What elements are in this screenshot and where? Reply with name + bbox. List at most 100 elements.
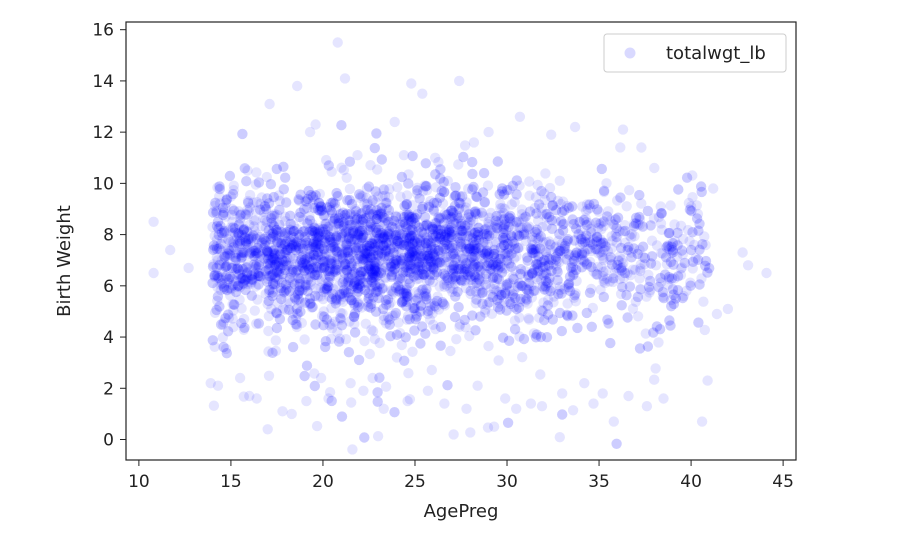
data-point <box>413 265 424 276</box>
data-point <box>297 262 308 273</box>
data-point <box>347 226 359 237</box>
data-point <box>435 340 446 351</box>
data-point <box>533 233 545 244</box>
data-point <box>334 224 345 235</box>
data-point <box>495 203 506 214</box>
data-point <box>692 208 704 220</box>
data-point <box>417 321 428 332</box>
data-point <box>311 266 323 278</box>
data-point <box>326 166 337 177</box>
data-point <box>237 247 249 258</box>
data-point <box>374 208 386 220</box>
data-point <box>210 270 221 281</box>
data-point <box>506 230 517 241</box>
data-point <box>547 223 558 235</box>
data-point <box>415 239 426 251</box>
data-point <box>338 219 349 231</box>
y-axis-label: Birth Weight <box>54 205 75 317</box>
data-point <box>533 199 545 210</box>
data-point <box>592 204 603 215</box>
data-point <box>296 256 308 268</box>
data-point <box>525 398 537 409</box>
data-point <box>272 237 283 248</box>
data-point <box>346 198 358 210</box>
data-point <box>372 258 383 269</box>
data-point <box>212 291 224 302</box>
data-point <box>460 283 472 294</box>
data-point <box>393 244 405 255</box>
data-point <box>490 261 502 272</box>
data-point <box>383 299 395 311</box>
data-point <box>528 244 539 255</box>
data-point <box>251 167 262 178</box>
data-point <box>353 260 364 272</box>
data-point <box>288 239 299 250</box>
data-point <box>269 210 280 222</box>
data-point <box>313 228 324 239</box>
data-point <box>439 252 450 264</box>
data-point <box>602 314 613 325</box>
data-point <box>388 264 400 275</box>
data-point <box>350 209 362 221</box>
data-point <box>399 200 410 212</box>
data-point <box>554 175 565 186</box>
data-point <box>375 207 386 218</box>
data-point <box>263 239 275 251</box>
data-point <box>396 247 407 258</box>
x-tick-label: 15 <box>220 472 242 492</box>
data-point <box>370 196 381 208</box>
data-point <box>434 213 445 225</box>
data-point <box>495 199 506 210</box>
data-point <box>217 266 228 277</box>
data-point <box>666 247 677 259</box>
data-point <box>242 204 253 216</box>
data-point <box>250 281 261 292</box>
data-point <box>240 262 251 274</box>
data-point <box>291 237 302 248</box>
data-point <box>347 250 359 261</box>
data-point <box>329 213 340 224</box>
data-point <box>359 247 371 259</box>
data-point <box>390 258 401 269</box>
data-point <box>227 236 239 247</box>
data-point <box>369 264 380 275</box>
data-point <box>661 259 673 270</box>
data-point <box>586 321 597 332</box>
data-point <box>511 189 522 200</box>
data-point <box>304 256 315 267</box>
data-point <box>470 242 482 254</box>
data-point <box>663 272 675 283</box>
data-point <box>382 294 394 305</box>
data-point <box>365 204 377 215</box>
data-point <box>365 258 376 270</box>
data-point <box>283 304 295 315</box>
data-point <box>601 178 612 189</box>
data-point <box>362 256 374 268</box>
data-point <box>670 293 681 304</box>
data-point <box>550 251 562 262</box>
data-point <box>332 326 343 338</box>
data-point <box>546 265 557 277</box>
data-point <box>642 341 654 352</box>
data-point <box>418 228 430 239</box>
data-point <box>536 304 547 316</box>
data-point <box>396 258 407 269</box>
data-point <box>264 98 275 110</box>
data-point <box>500 393 511 404</box>
data-point <box>228 237 239 249</box>
data-point <box>441 226 452 238</box>
data-point <box>563 278 575 289</box>
data-point <box>581 219 592 231</box>
data-point <box>401 290 413 302</box>
data-point <box>373 292 384 304</box>
data-point <box>398 150 410 161</box>
data-point <box>667 284 679 295</box>
data-point <box>394 273 405 284</box>
data-point <box>487 291 499 303</box>
data-point <box>346 264 357 276</box>
data-point <box>289 279 300 290</box>
data-point <box>277 243 288 254</box>
data-point <box>403 209 415 220</box>
data-point <box>335 307 346 318</box>
data-point <box>286 239 298 250</box>
